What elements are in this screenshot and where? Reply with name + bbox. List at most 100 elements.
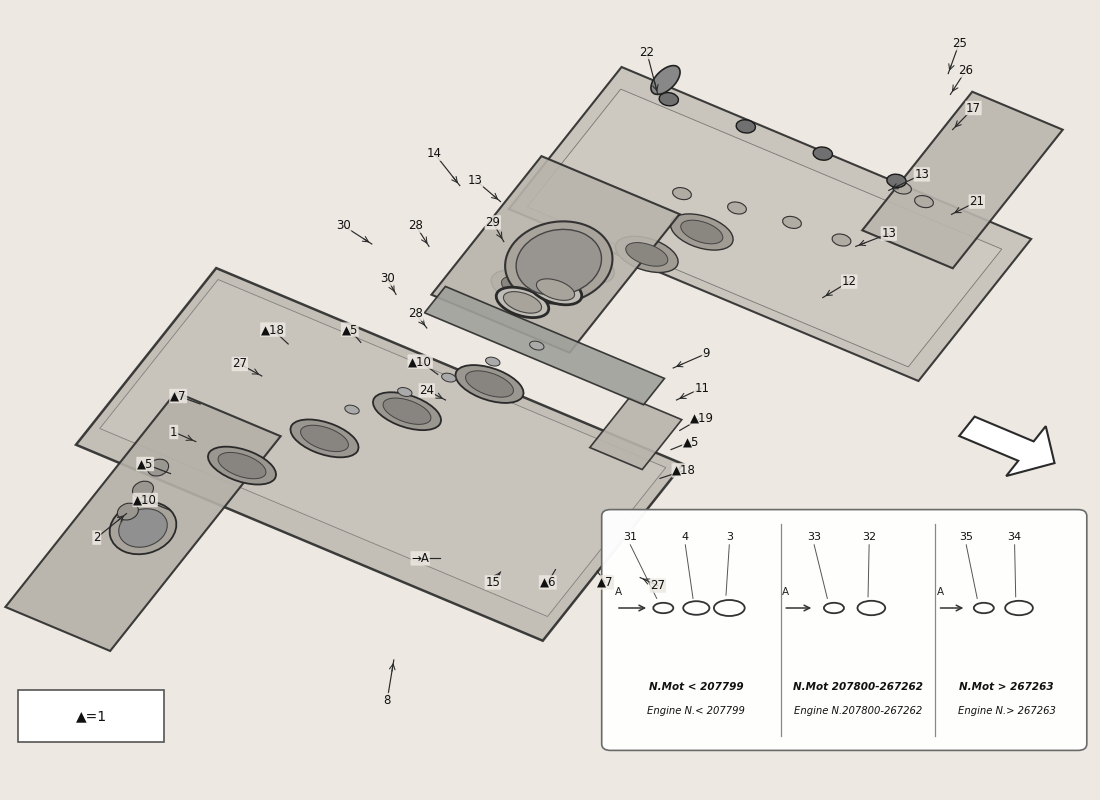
Ellipse shape xyxy=(529,274,582,305)
Ellipse shape xyxy=(914,195,934,208)
Text: 1: 1 xyxy=(170,426,177,438)
Text: Engine N.< 207799: Engine N.< 207799 xyxy=(647,706,745,715)
Text: 17: 17 xyxy=(966,102,981,114)
Text: A: A xyxy=(782,587,790,597)
Ellipse shape xyxy=(887,174,906,187)
Ellipse shape xyxy=(465,371,514,397)
Text: 31: 31 xyxy=(624,532,637,542)
Text: ▲10: ▲10 xyxy=(133,494,157,506)
Ellipse shape xyxy=(552,247,614,284)
Text: 14: 14 xyxy=(427,147,442,160)
Text: 13: 13 xyxy=(881,227,896,240)
Text: 34: 34 xyxy=(1008,532,1022,542)
Text: ▲=1: ▲=1 xyxy=(76,709,107,723)
Text: N.Mot 207800-267262: N.Mot 207800-267262 xyxy=(793,682,923,691)
Text: ▲10: ▲10 xyxy=(408,355,432,368)
Ellipse shape xyxy=(110,502,176,554)
Ellipse shape xyxy=(616,236,678,273)
Ellipse shape xyxy=(672,187,692,200)
Text: ▲19: ▲19 xyxy=(690,411,714,424)
Ellipse shape xyxy=(147,459,168,476)
Text: A: A xyxy=(615,587,622,597)
Polygon shape xyxy=(590,398,682,470)
Text: 9: 9 xyxy=(703,347,710,360)
Polygon shape xyxy=(431,156,680,353)
Text: 12: 12 xyxy=(842,275,857,288)
Text: 4: 4 xyxy=(682,532,689,542)
Text: 25: 25 xyxy=(952,37,967,50)
Ellipse shape xyxy=(892,182,912,194)
Text: ▲18: ▲18 xyxy=(672,464,696,477)
FancyBboxPatch shape xyxy=(18,690,164,742)
Ellipse shape xyxy=(496,287,549,318)
Text: →A: →A xyxy=(411,552,429,565)
Text: ▲6: ▲6 xyxy=(539,576,556,589)
Ellipse shape xyxy=(562,254,604,278)
Text: ▲18: ▲18 xyxy=(261,323,285,336)
Text: 22: 22 xyxy=(639,46,654,58)
Ellipse shape xyxy=(671,214,733,250)
Text: N.Mot < 207799: N.Mot < 207799 xyxy=(649,682,744,691)
Ellipse shape xyxy=(208,446,276,485)
Polygon shape xyxy=(100,279,666,617)
Ellipse shape xyxy=(502,276,543,300)
Polygon shape xyxy=(509,67,1031,381)
Ellipse shape xyxy=(727,202,747,214)
Text: 24: 24 xyxy=(419,384,435,397)
Ellipse shape xyxy=(813,147,833,160)
Ellipse shape xyxy=(492,270,553,306)
Polygon shape xyxy=(527,89,1002,367)
Text: 8: 8 xyxy=(384,694,390,706)
Polygon shape xyxy=(425,286,664,405)
Text: 2: 2 xyxy=(94,531,100,544)
Ellipse shape xyxy=(300,426,349,451)
Text: 26: 26 xyxy=(958,64,974,77)
Text: 33: 33 xyxy=(807,532,821,542)
Text: 13: 13 xyxy=(914,168,929,181)
Polygon shape xyxy=(862,92,1063,268)
Text: 35: 35 xyxy=(959,532,974,542)
Ellipse shape xyxy=(782,216,802,229)
FancyBboxPatch shape xyxy=(602,510,1087,750)
Ellipse shape xyxy=(516,230,602,295)
Text: 27: 27 xyxy=(232,358,248,370)
Text: 29: 29 xyxy=(485,216,501,229)
Text: 28: 28 xyxy=(408,307,424,320)
Text: A: A xyxy=(936,587,944,597)
Text: 15: 15 xyxy=(485,576,501,589)
Text: ▲7: ▲7 xyxy=(596,576,614,589)
Ellipse shape xyxy=(383,398,431,424)
Ellipse shape xyxy=(441,373,456,382)
Text: 27: 27 xyxy=(650,579,666,592)
Text: 30: 30 xyxy=(379,272,395,285)
Ellipse shape xyxy=(455,365,524,403)
Ellipse shape xyxy=(736,120,756,133)
Ellipse shape xyxy=(397,387,412,397)
Text: Engine N.> 267263: Engine N.> 267263 xyxy=(958,706,1056,715)
Ellipse shape xyxy=(485,357,501,366)
Text: ▲5: ▲5 xyxy=(342,323,358,336)
Text: ▲7: ▲7 xyxy=(170,390,187,402)
Text: ▲5: ▲5 xyxy=(138,458,153,470)
Text: 11: 11 xyxy=(694,382,710,394)
Ellipse shape xyxy=(659,93,679,106)
Ellipse shape xyxy=(537,279,574,300)
Ellipse shape xyxy=(344,405,360,414)
Ellipse shape xyxy=(290,419,359,458)
Ellipse shape xyxy=(832,234,851,246)
Ellipse shape xyxy=(119,509,167,547)
Text: 13: 13 xyxy=(468,174,483,186)
Ellipse shape xyxy=(505,222,613,303)
Ellipse shape xyxy=(118,503,139,520)
Polygon shape xyxy=(6,392,280,651)
Ellipse shape xyxy=(681,220,723,244)
Ellipse shape xyxy=(218,453,266,478)
Text: 21: 21 xyxy=(969,195,984,208)
Text: Engine N.207800-267262: Engine N.207800-267262 xyxy=(794,706,923,715)
Ellipse shape xyxy=(504,292,541,313)
Ellipse shape xyxy=(626,242,668,266)
Text: 3: 3 xyxy=(726,532,733,542)
Text: N.Mot > 267263: N.Mot > 267263 xyxy=(959,682,1054,691)
Text: 28: 28 xyxy=(408,219,424,232)
Ellipse shape xyxy=(373,392,441,430)
